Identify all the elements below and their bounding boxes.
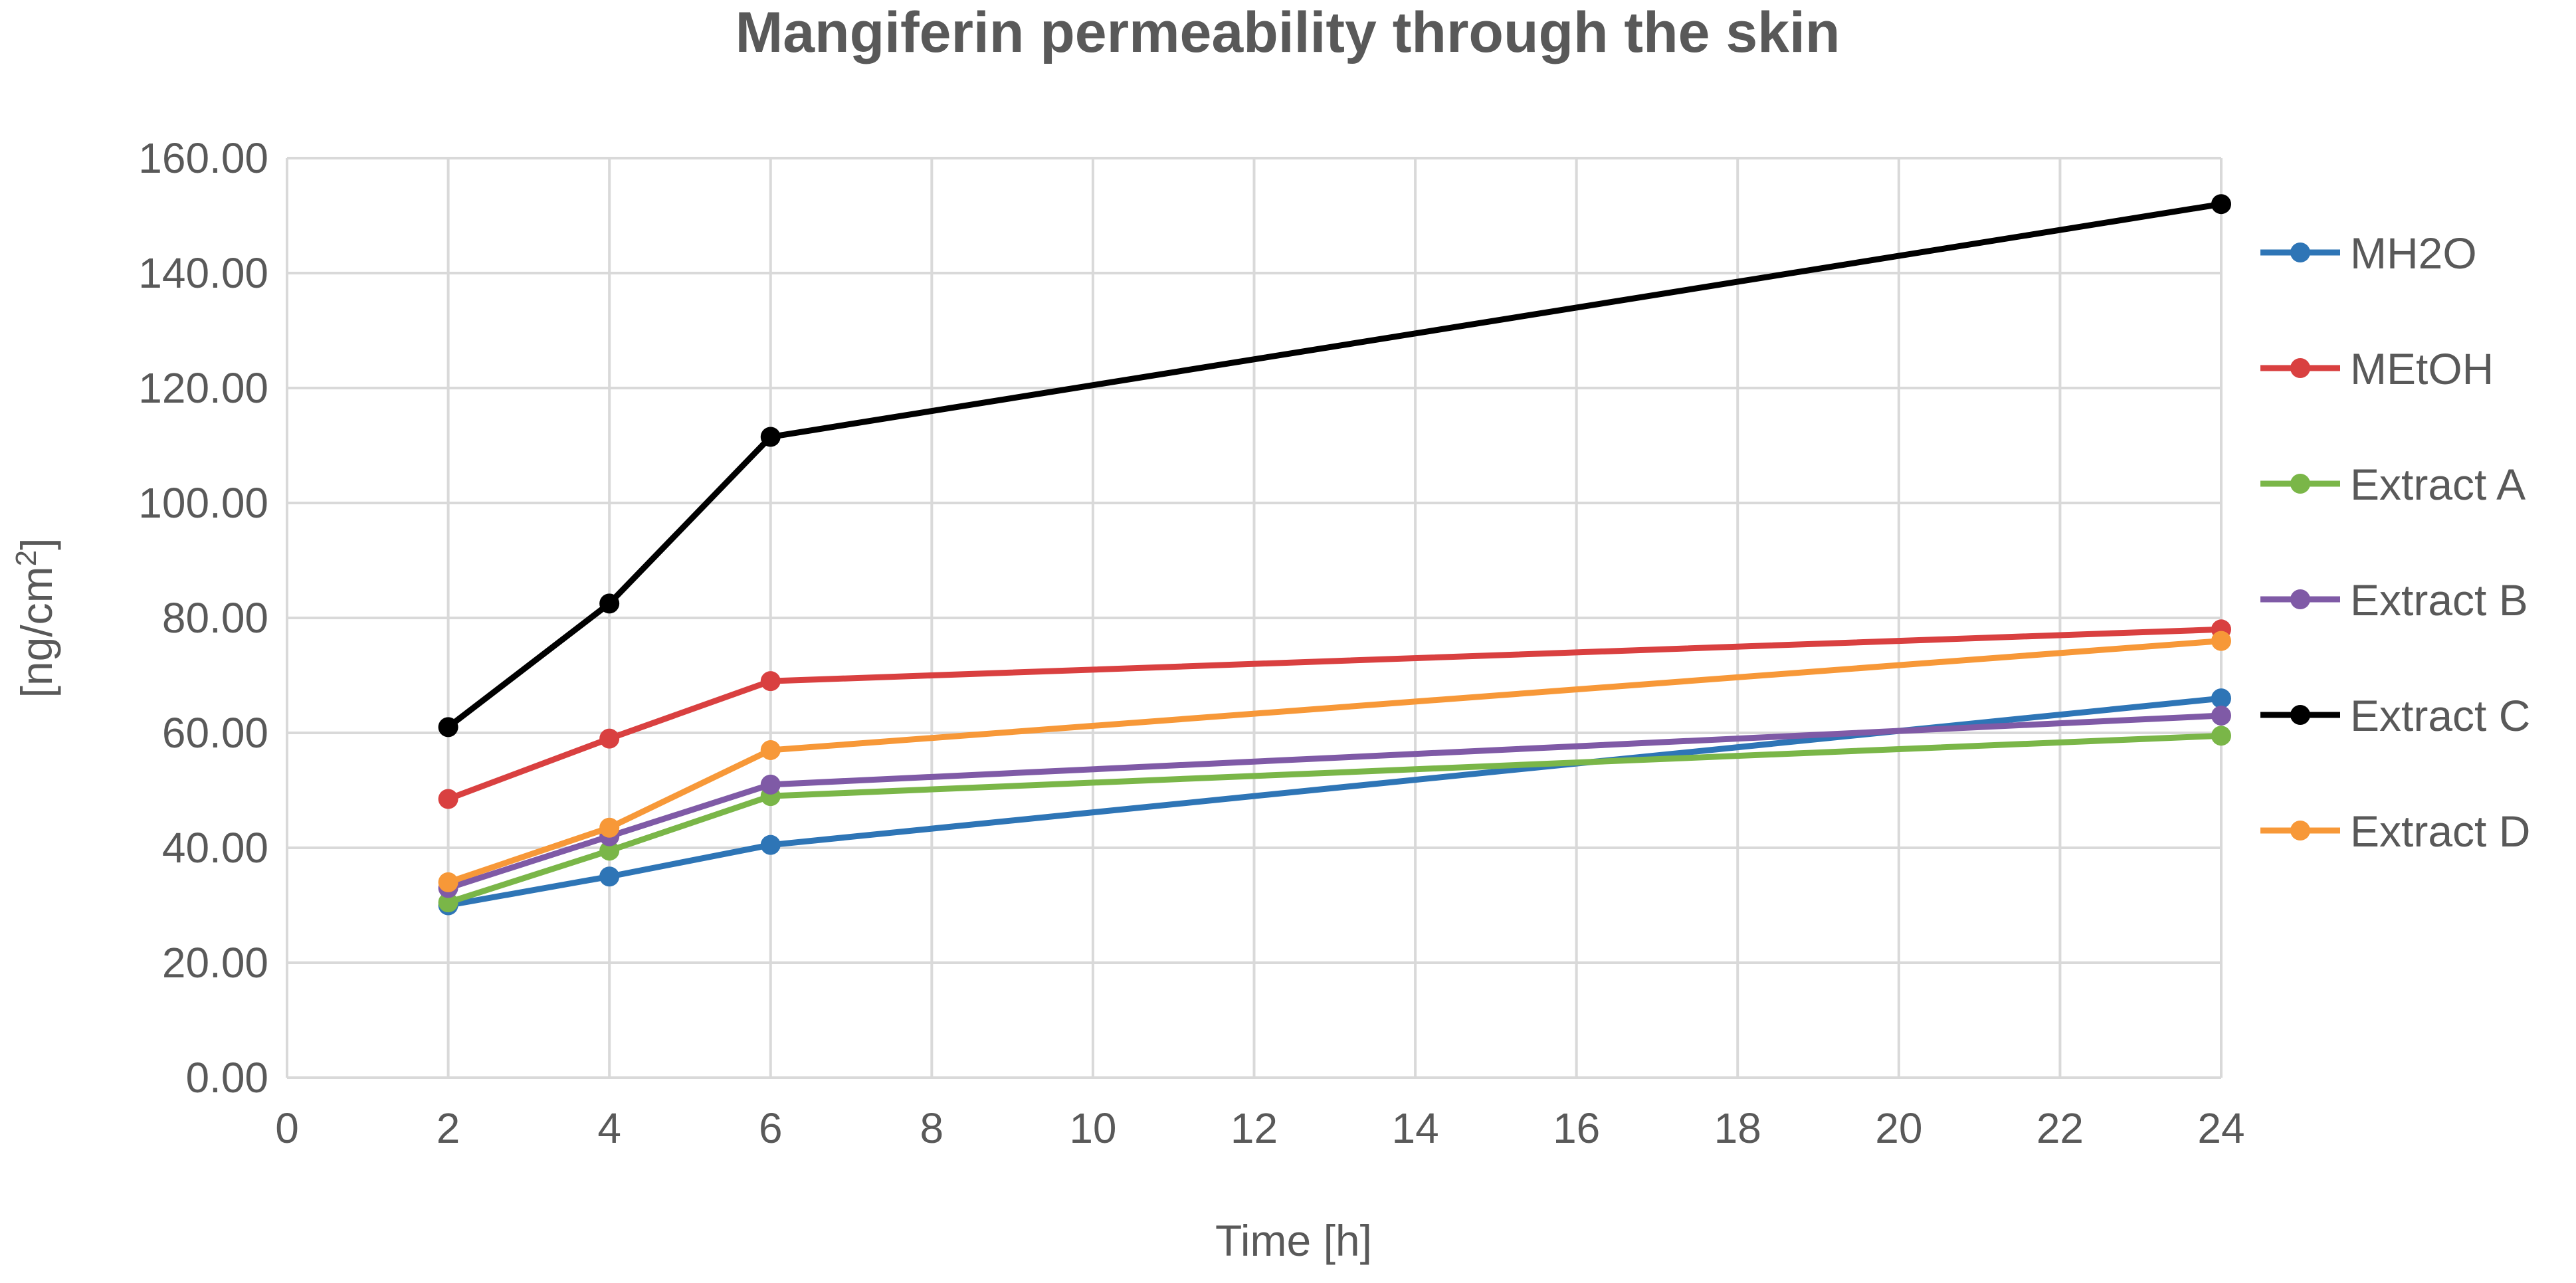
legend-marker: [2290, 474, 2310, 494]
x-tick-label: 24: [2197, 1104, 2244, 1152]
gridlines: [286, 157, 2223, 1079]
legend-item: MEtOH: [2260, 344, 2494, 393]
data-point: [599, 728, 620, 749]
data-point: [438, 717, 458, 738]
data-point: [760, 671, 781, 692]
y-axis-title-base: [ng/cm: [12, 566, 61, 698]
data-point: [599, 866, 620, 887]
x-tick-label: 6: [759, 1104, 783, 1152]
legend-label: MEtOH: [2350, 344, 2494, 393]
data-point: [438, 892, 458, 913]
x-axis-ticks: 0 2 4 6 8 10 12 14 16 18 20 22 24: [275, 1104, 2244, 1152]
data-point: [438, 872, 458, 892]
x-tick-label: 10: [1069, 1104, 1116, 1152]
data-point: [2211, 194, 2231, 215]
legend-marker: [2290, 821, 2310, 840]
y-tick-label: 20.00: [162, 939, 268, 987]
legend-label: Extract D: [2350, 807, 2530, 856]
series-layer: [438, 194, 2231, 916]
x-tick-label: 16: [1553, 1104, 1600, 1152]
series-line: [447, 626, 2222, 802]
y-tick-label: 60.00: [162, 709, 268, 757]
x-tick-label: 2: [437, 1104, 460, 1152]
legend-item: Extract C: [2260, 691, 2530, 740]
x-tick-label: 4: [597, 1104, 621, 1152]
legend-item: Extract B: [2260, 575, 2528, 625]
data-point: [599, 817, 620, 838]
series-line: [447, 638, 2222, 886]
data-point: [760, 740, 781, 760]
x-tick-label: 8: [920, 1104, 944, 1152]
y-axis-title: [ng/cm2]: [10, 538, 62, 698]
data-point: [2211, 706, 2231, 726]
data-point: [2211, 726, 2231, 746]
series-extract-d: [438, 631, 2231, 892]
y-tick-label: 140.00: [138, 249, 268, 297]
y-tick-label: 80.00: [162, 594, 268, 642]
legend-marker: [2290, 589, 2310, 609]
legend-marker: [2290, 705, 2310, 725]
x-tick-label: 12: [1231, 1104, 1278, 1152]
y-tick-label: 160.00: [138, 134, 268, 182]
data-point: [599, 840, 620, 861]
series-line: [446, 201, 2222, 730]
data-point: [760, 835, 781, 855]
legend-marker: [2290, 358, 2310, 378]
legend-marker: [2290, 243, 2310, 262]
x-tick-label: 22: [2036, 1104, 2084, 1152]
series-extract-b: [438, 706, 2231, 898]
legend-item: MH2O: [2260, 229, 2477, 278]
y-tick-label: 120.00: [138, 364, 268, 412]
data-point: [2211, 688, 2231, 709]
y-tick-label: 100.00: [138, 479, 268, 527]
y-axis-title-end: ]: [12, 538, 61, 550]
y-tick-label: 40.00: [162, 824, 268, 872]
chart-title: Mangiferin permeability through the skin: [736, 1, 1840, 64]
x-tick-label: 0: [275, 1104, 299, 1152]
legend: MH2O MEtOH Extract A Extract B Extract C Extr…: [2260, 229, 2530, 856]
legend-item: Extract D: [2260, 807, 2530, 856]
legend-item: Extract A: [2260, 460, 2526, 509]
series-line: [447, 732, 2222, 906]
series-extract-a: [438, 726, 2231, 913]
legend-label: MH2O: [2350, 229, 2477, 278]
y-tick-label: 0.00: [185, 1054, 268, 1102]
legend-label: Extract A: [2350, 460, 2526, 509]
series-line: [447, 712, 2222, 891]
y-axis-ticks: 0.00 20.00 40.00 60.00 80.00 100.00 120.00 140.…: [138, 134, 268, 1102]
x-tick-label: 14: [1391, 1104, 1438, 1152]
x-tick-label: 18: [1714, 1104, 1761, 1152]
y-axis-title-superscript: 2: [10, 550, 43, 566]
data-point: [438, 789, 458, 809]
data-point: [760, 427, 781, 447]
x-tick-label: 20: [1875, 1104, 1922, 1152]
legend-label: Extract B: [2350, 575, 2528, 625]
legend-label: Extract C: [2350, 691, 2530, 740]
series-line: [447, 695, 2222, 908]
data-point: [599, 593, 620, 614]
series-extract-c: [438, 194, 2231, 738]
x-axis-title: Time [h]: [1215, 1216, 1372, 1265]
data-point: [2211, 631, 2231, 651]
data-point: [760, 774, 781, 795]
